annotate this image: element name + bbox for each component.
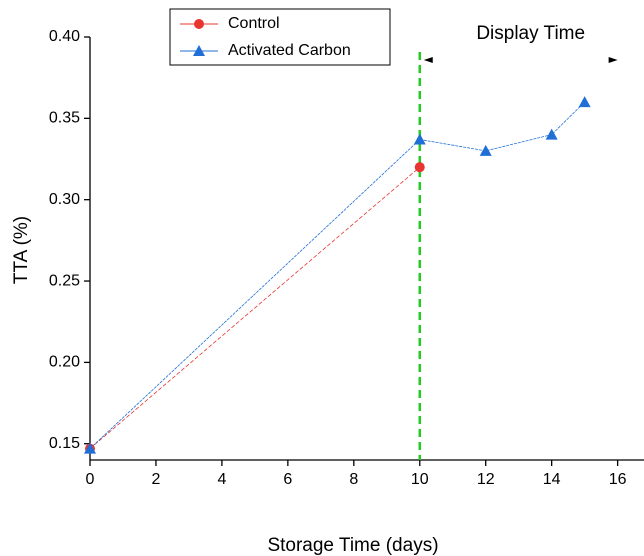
arrow-head: [608, 57, 618, 63]
legend-label: Control: [228, 15, 280, 32]
y-axis-label: TTA (%): [11, 216, 32, 284]
x-tick-label: 14: [543, 471, 561, 488]
x-tick-label: 6: [283, 471, 292, 488]
y-tick-label: 0.15: [49, 435, 80, 452]
y-tick-label: 0.35: [49, 110, 80, 127]
legend-box: [169, 8, 391, 66]
series-line: [89, 166, 421, 449]
data-point: [413, 133, 426, 145]
annotation-text: Display Time: [476, 23, 585, 44]
data-point: [578, 96, 591, 108]
x-tick-label: 4: [217, 471, 226, 488]
x-tick-label: 12: [477, 471, 495, 488]
data-point: [479, 144, 492, 156]
series-line: [89, 101, 585, 449]
y-tick-label: 0.20: [49, 354, 80, 371]
data-point: [84, 442, 96, 454]
data-point: [545, 128, 558, 140]
legend-marker: [193, 45, 205, 56]
x-tick-label: 2: [151, 471, 160, 488]
arrow-head: [423, 57, 433, 63]
x-tick-label: 0: [86, 471, 95, 488]
y-tick-label: 0.25: [49, 272, 80, 289]
x-axis-label: Storage Time (days): [267, 535, 438, 556]
legend-marker: [194, 19, 204, 29]
x-tick-label: 10: [411, 471, 429, 488]
y-tick-label: 0.40: [49, 28, 80, 45]
data-point: [414, 162, 425, 173]
legend: Control Activated Carbon: [169, 8, 391, 66]
x-tick-label: 8: [349, 471, 358, 488]
y-tick-label: 0.30: [49, 191, 80, 208]
legend-label: Activated Carbon: [228, 42, 351, 59]
x-tick-label: 16: [609, 471, 627, 488]
